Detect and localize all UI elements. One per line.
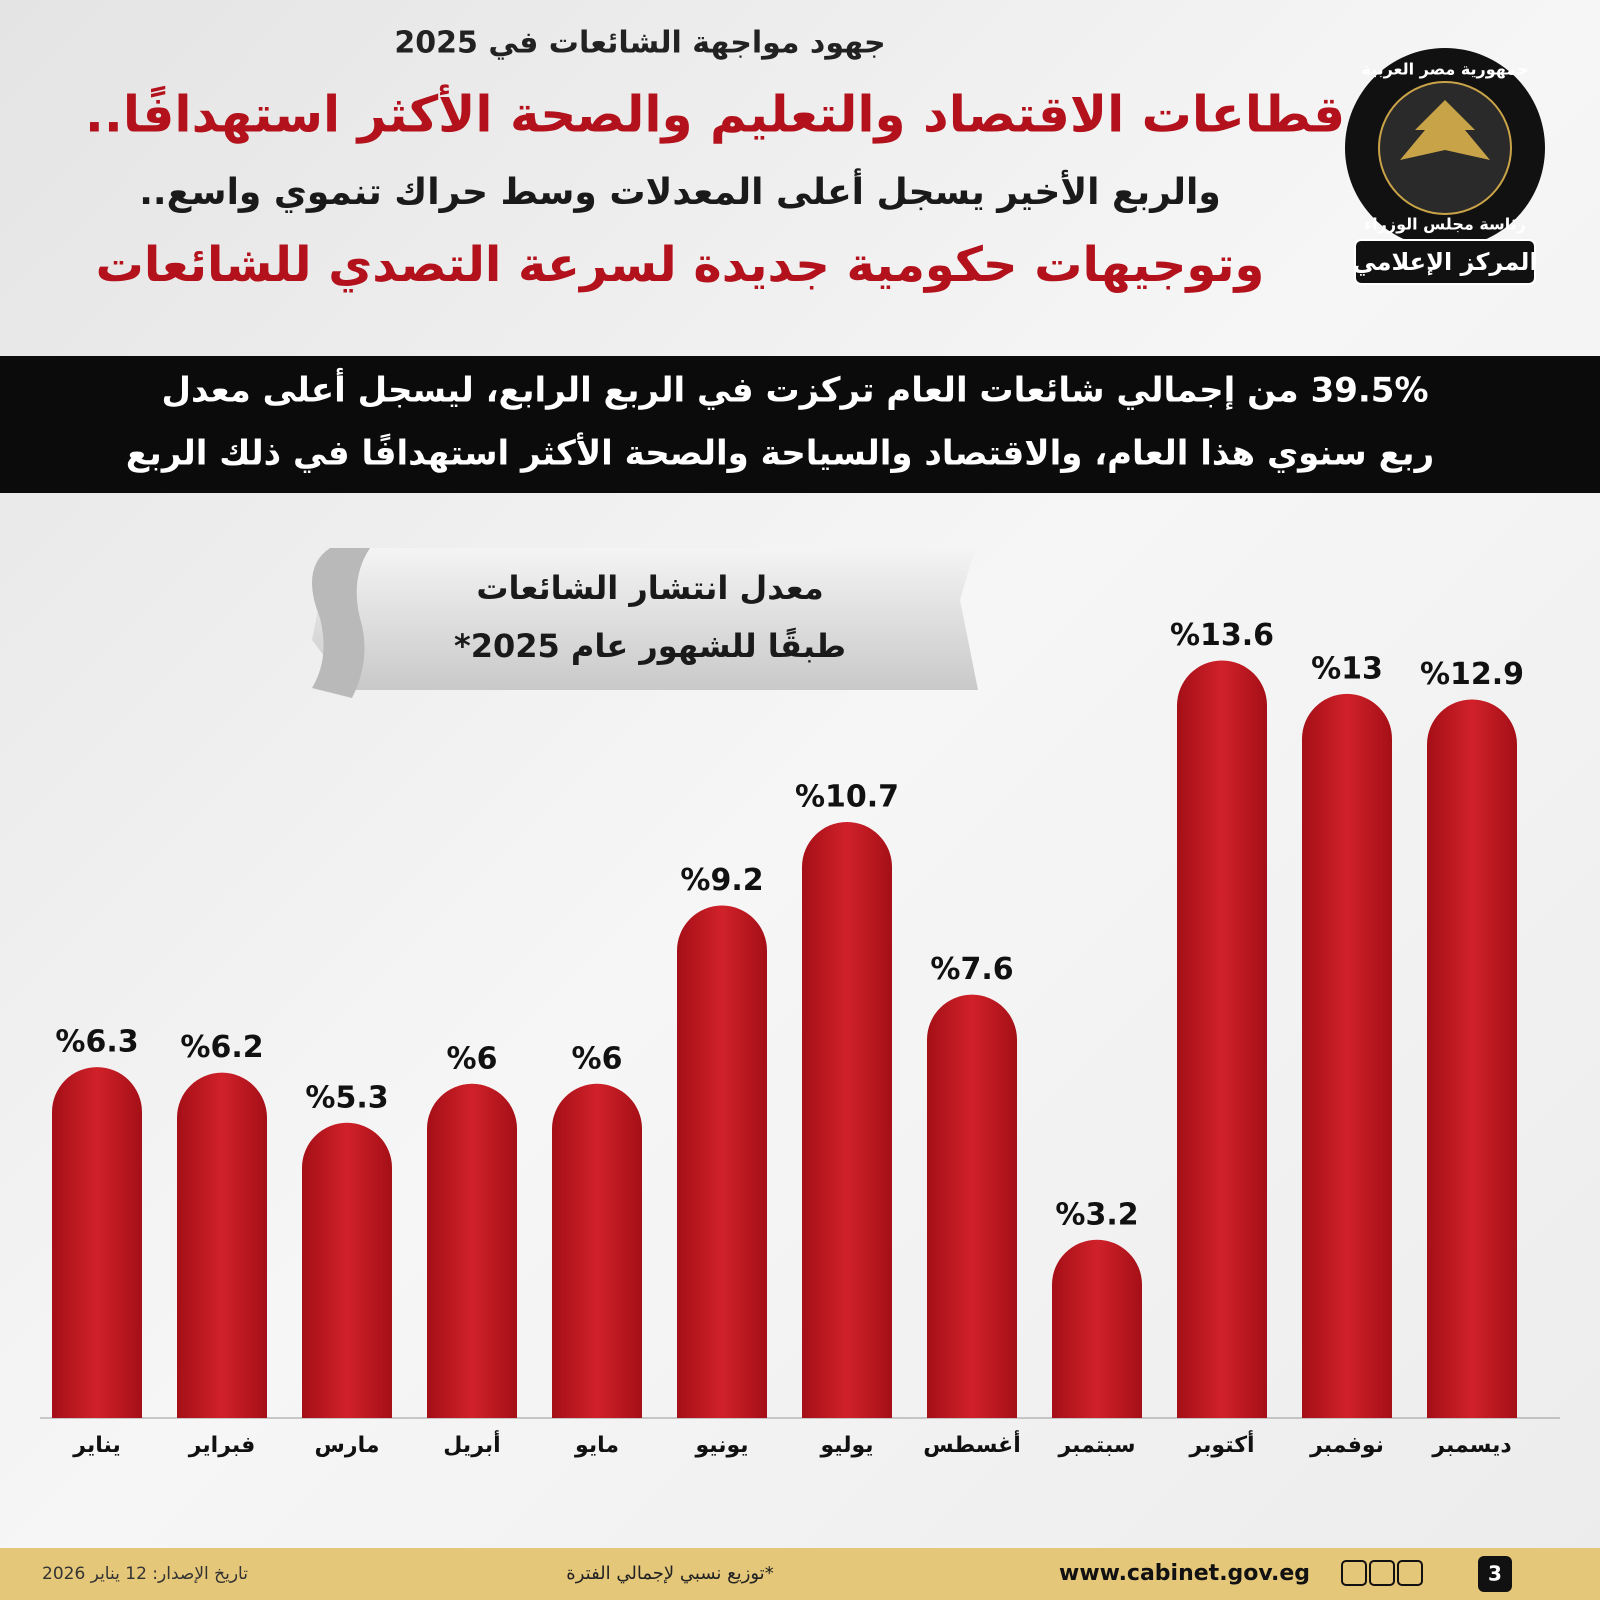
bar — [1302, 693, 1392, 1418]
logo-top: جمهورية مصر العربية — [1361, 60, 1528, 79]
value-label: %12.9 — [1420, 657, 1524, 692]
x-tick-label: أبريل — [443, 1429, 500, 1458]
x-tick-label: مايو — [574, 1433, 619, 1458]
bar — [552, 1083, 642, 1418]
ribbon-curl — [312, 548, 370, 698]
value-label: %6 — [572, 1041, 623, 1076]
value-label: %13.6 — [1170, 618, 1274, 653]
x-tick-label: ديسمبر — [1431, 1433, 1511, 1458]
page-box — [1478, 1556, 1512, 1592]
plot: %6.3 يناير %6.2 فبراير %5.3 مارس %6 أبريل %6 مايو… — [40, 618, 1560, 1458]
x-tick-label: نوفمبر — [1309, 1433, 1384, 1458]
summary-line: 39.5% من إجمالي شائعات العام تركزت في ال… — [161, 368, 1428, 411]
value-label: %6.3 — [55, 1025, 138, 1060]
chart-subtitle: طبقًا للشهور عام 2025* — [454, 627, 846, 665]
logo-badge: المركز الإعلامي — [1352, 248, 1537, 276]
x-tick-label: أغسطس — [923, 1429, 1021, 1458]
logo: جمهورية مصر العربية رئاسة مجلس الوزراء ا… — [1345, 48, 1545, 285]
social-icons — [1341, 1560, 1423, 1586]
summary-line: ربع سنوي هذا العام، والاقتصاد والسياحة و… — [126, 432, 1434, 474]
value-label: %5.3 — [305, 1080, 388, 1115]
subtitle: والربع الأخير يسجل أعلى المعدلات وسط حرا… — [139, 168, 1221, 213]
eagle — [1400, 100, 1490, 160]
bar — [677, 905, 767, 1418]
kicker: جهود مواجهة الشائعات في 2025 — [394, 26, 885, 61]
value-label: %7.6 — [930, 952, 1013, 987]
value-label: %13 — [1311, 651, 1383, 686]
bar — [302, 1122, 392, 1418]
icon-facebook[interactable] — [1341, 1560, 1367, 1586]
x-tick-label: سبتمبر — [1057, 1433, 1135, 1458]
value-label: %9.2 — [680, 863, 763, 898]
value-label: %10.7 — [795, 780, 899, 815]
headline: قطاعات الاقتصاد والتعليم والصحة الأكثر ا… — [85, 84, 1345, 145]
value-label: %3.2 — [1055, 1197, 1138, 1232]
bar — [427, 1083, 517, 1418]
bar — [927, 994, 1017, 1418]
icon-youtube[interactable] — [1397, 1560, 1423, 1586]
bar — [1177, 660, 1267, 1418]
ribbon — [312, 548, 978, 690]
bar — [1427, 699, 1517, 1418]
bar — [177, 1072, 267, 1418]
footnote: *توزيع نسبي لإجمالي الفترة — [566, 1563, 773, 1584]
chart-title: معدل انتشار الشائعات — [476, 569, 823, 607]
icon-x[interactable] — [1369, 1560, 1395, 1586]
x-tick-label: يونيو — [694, 1433, 748, 1458]
logo-ring: رئاسة مجلس الوزراء — [1364, 215, 1526, 234]
website[interactable]: www.cabinet.gov.eg — [1059, 1561, 1310, 1586]
footer-band — [0, 1548, 1600, 1600]
page-number: 3 — [1488, 1562, 1502, 1586]
bar — [1052, 1239, 1142, 1418]
issue-date: تاريخ الإصدار: 12 يناير 2026 — [42, 1564, 248, 1584]
bar — [52, 1067, 142, 1418]
headline-2: وتوجيهات حكومية جديدة لسرعة التصدي للشائ… — [96, 237, 1265, 293]
x-tick-label: مارس — [315, 1433, 380, 1458]
value-label: %6 — [447, 1041, 498, 1076]
summary-band — [0, 356, 1600, 493]
x-tick-label: يوليو — [819, 1433, 873, 1458]
logo-badge-box — [1354, 239, 1536, 285]
x-tick-label: فبراير — [188, 1433, 256, 1458]
value-label: %6.2 — [180, 1030, 263, 1065]
x-tick-label: يناير — [72, 1433, 120, 1458]
bar — [802, 822, 892, 1418]
chart-ribbon: معدل انتشار الشائعات طبقًا للشهور عام 20… — [312, 548, 978, 698]
x-tick-label: أكتوبر — [1188, 1429, 1254, 1458]
